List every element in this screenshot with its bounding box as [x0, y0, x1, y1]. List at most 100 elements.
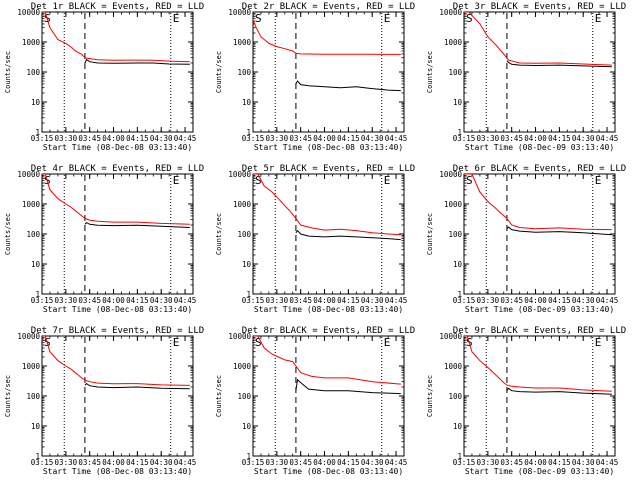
- x-axis-label: Start Time (08-Dec-09 03:13:40): [465, 143, 614, 152]
- end-marker-label: E: [595, 12, 602, 25]
- x-tick-label: 04:45: [385, 296, 408, 305]
- x-tick-label: 03:45: [78, 458, 101, 467]
- y-tick-label: 1000: [444, 200, 463, 209]
- panel-title: Det 6r BLACK = Events, RED = LLD: [453, 164, 626, 174]
- y-tick-label: 10: [31, 260, 41, 269]
- x-tick-label: 04:00: [102, 458, 125, 467]
- lld-series-line: [253, 18, 401, 55]
- y-axis-label: Counts/sec: [215, 51, 223, 93]
- y-tick-label: 1: [35, 452, 40, 461]
- x-tick-label: 03:45: [500, 134, 523, 143]
- x-tick-label: 04:30: [361, 296, 384, 305]
- x-tick-label: 04:30: [572, 458, 595, 467]
- events-series-line: [506, 60, 612, 68]
- start-marker-label: S: [466, 174, 473, 187]
- start-marker-label: S: [255, 174, 262, 187]
- end-marker-label: E: [384, 336, 391, 349]
- y-tick-label: 10: [242, 422, 252, 431]
- x-tick-label: 03:15: [242, 134, 265, 143]
- y-tick-label: 1000: [22, 362, 41, 371]
- y-tick-label: 10000: [228, 8, 251, 17]
- panel-title: Det 5r BLACK = Events, RED = LLD: [242, 164, 415, 174]
- x-tick-label: 04:00: [102, 134, 125, 143]
- panel-det-6r: Det 6r BLACK = Events, RED = LLD 1 10 100 10…: [426, 164, 626, 314]
- x-tick-label: 03:45: [500, 296, 523, 305]
- plot-frame: [41, 173, 194, 295]
- y-tick-label: 10: [242, 98, 252, 107]
- x-tick-label: 04:15: [548, 134, 571, 143]
- x-tick-label: 04:30: [150, 134, 173, 143]
- y-tick-label: 1000: [22, 38, 41, 47]
- y-tick-label: 10: [453, 260, 463, 269]
- y-tick-label: 1: [246, 452, 251, 461]
- x-tick-label: 04:30: [572, 296, 595, 305]
- panel-det-3r: Det 3r BLACK = Events, RED = LLD 1 10 100 10…: [426, 2, 626, 152]
- x-tick-label: 03:15: [242, 458, 265, 467]
- y-tick-label: 100: [448, 68, 462, 77]
- y-tick-label: 10000: [439, 170, 462, 179]
- x-tick-label: 03:15: [453, 296, 476, 305]
- y-axis-label: Counts/sec: [4, 375, 12, 417]
- x-tick-label: 03:45: [289, 134, 312, 143]
- end-marker-label: E: [384, 174, 391, 187]
- plot-frame: [41, 11, 194, 133]
- x-tick-label: 03:45: [500, 458, 523, 467]
- end-marker-label: E: [173, 12, 180, 25]
- lld-series-line: [253, 174, 401, 236]
- y-tick-label: 1000: [233, 200, 252, 209]
- x-tick-label: 03:30: [266, 458, 289, 467]
- panel-title: Det 8r BLACK = Events, RED = LLD: [242, 326, 415, 336]
- y-axis-label: Counts/sec: [426, 213, 434, 255]
- panel-det-4r: Det 4r BLACK = Events, RED = LLD 1 10 100 10…: [4, 164, 204, 314]
- x-tick-label: 03:15: [31, 134, 54, 143]
- y-tick-label: 100: [448, 230, 462, 239]
- x-tick-label: 03:30: [477, 134, 500, 143]
- x-axis-label: Start Time (08-Dec-08 03:13:40): [43, 143, 192, 152]
- x-tick-label: 04:15: [337, 134, 360, 143]
- x-tick-label: 03:30: [266, 134, 289, 143]
- x-tick-label: 04:30: [150, 458, 173, 467]
- y-tick-label: 100: [237, 392, 251, 401]
- events-series-line: [506, 226, 612, 236]
- x-tick-label: 04:45: [385, 458, 408, 467]
- y-axis-label: Counts/sec: [426, 375, 434, 417]
- x-tick-label: 04:00: [313, 134, 336, 143]
- events-series-line: [84, 58, 190, 65]
- plot-frame: [463, 11, 616, 133]
- y-tick-label: 100: [26, 68, 40, 77]
- x-tick-label: 03:30: [266, 296, 289, 305]
- x-tick-label: 03:45: [289, 458, 312, 467]
- y-tick-label: 1: [35, 128, 40, 137]
- y-tick-label: 10000: [439, 8, 462, 17]
- x-axis-label: Start Time (08-Dec-08 03:13:40): [254, 305, 403, 314]
- x-tick-label: 04:00: [524, 134, 547, 143]
- x-tick-label: 04:45: [596, 296, 619, 305]
- x-tick-label: 04:15: [126, 134, 149, 143]
- start-marker-label: S: [255, 12, 262, 25]
- panel-title: Det 2r BLACK = Events, RED = LLD: [242, 2, 415, 12]
- x-tick-label: 04:00: [313, 458, 336, 467]
- x-tick-label: 04:15: [337, 458, 360, 467]
- panel-det-5r: Det 5r BLACK = Events, RED = LLD 1 10 100 10…: [215, 164, 415, 314]
- y-tick-label: 10000: [17, 170, 40, 179]
- x-tick-label: 04:45: [174, 134, 197, 143]
- x-axis-label: Start Time (08-Dec-09 03:13:40): [465, 467, 614, 476]
- x-tick-label: 04:45: [174, 296, 197, 305]
- x-tick-label: 04:30: [150, 296, 173, 305]
- x-axis-label: Start Time (08-Dec-08 03:13:40): [254, 143, 403, 152]
- y-axis-label: Counts/sec: [215, 375, 223, 417]
- x-tick-label: 04:15: [126, 458, 149, 467]
- y-tick-label: 10: [31, 98, 41, 107]
- y-tick-label: 1000: [233, 38, 252, 47]
- panel-det-9r: Det 9r BLACK = Events, RED = LLD 1 10 100 10…: [426, 326, 626, 476]
- y-tick-label: 10: [242, 260, 252, 269]
- y-tick-label: 1: [246, 290, 251, 299]
- plot-frame: [252, 335, 405, 457]
- y-tick-label: 1: [35, 290, 40, 299]
- plot-frame: [252, 173, 405, 295]
- y-tick-label: 1: [246, 128, 251, 137]
- end-marker-label: E: [173, 174, 180, 187]
- panel-title: Det 3r BLACK = Events, RED = LLD: [453, 2, 626, 12]
- y-axis-label: Counts/sec: [215, 213, 223, 255]
